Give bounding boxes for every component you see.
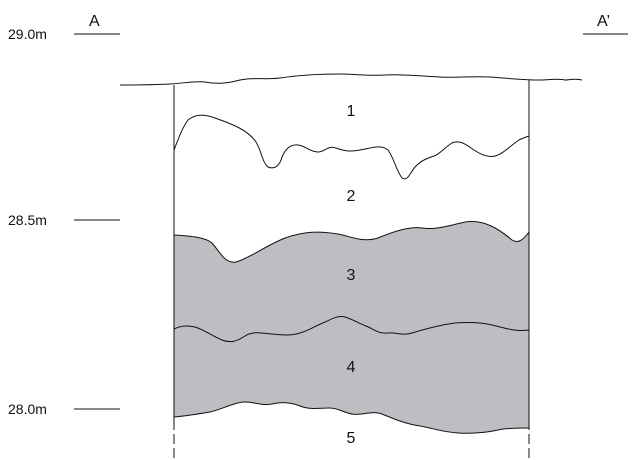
elevation-label-29-0: 29.0m: [8, 26, 47, 42]
elevation-marker-28-0: 28.0m: [8, 401, 120, 417]
elevation-label-28-5: 28.5m: [8, 212, 47, 228]
layer-number-1: 1: [347, 103, 356, 120]
shaded-layers-fill: [174, 221, 529, 434]
boundary-layer-4-5: [173, 401, 530, 434]
boundary-layer-2-3: [173, 221, 530, 263]
section-start-label: A: [89, 13, 100, 30]
layer-number-2: 2: [347, 188, 356, 205]
layer-number-5: 5: [347, 430, 356, 447]
elevation-marker-29-0: 29.0m: [8, 26, 120, 42]
ground-surface-line: [119, 73, 583, 86]
elevation-marker-28-5: 28.5m: [8, 212, 120, 228]
boundary-layer-1-2: [173, 114, 530, 180]
layer-number-3: 3: [347, 267, 356, 284]
section-end-label: A’: [597, 13, 610, 30]
layer-number-4: 4: [347, 359, 356, 376]
boundary-layer-3-4: [173, 316, 530, 343]
elevation-label-28-0: 28.0m: [8, 401, 47, 417]
